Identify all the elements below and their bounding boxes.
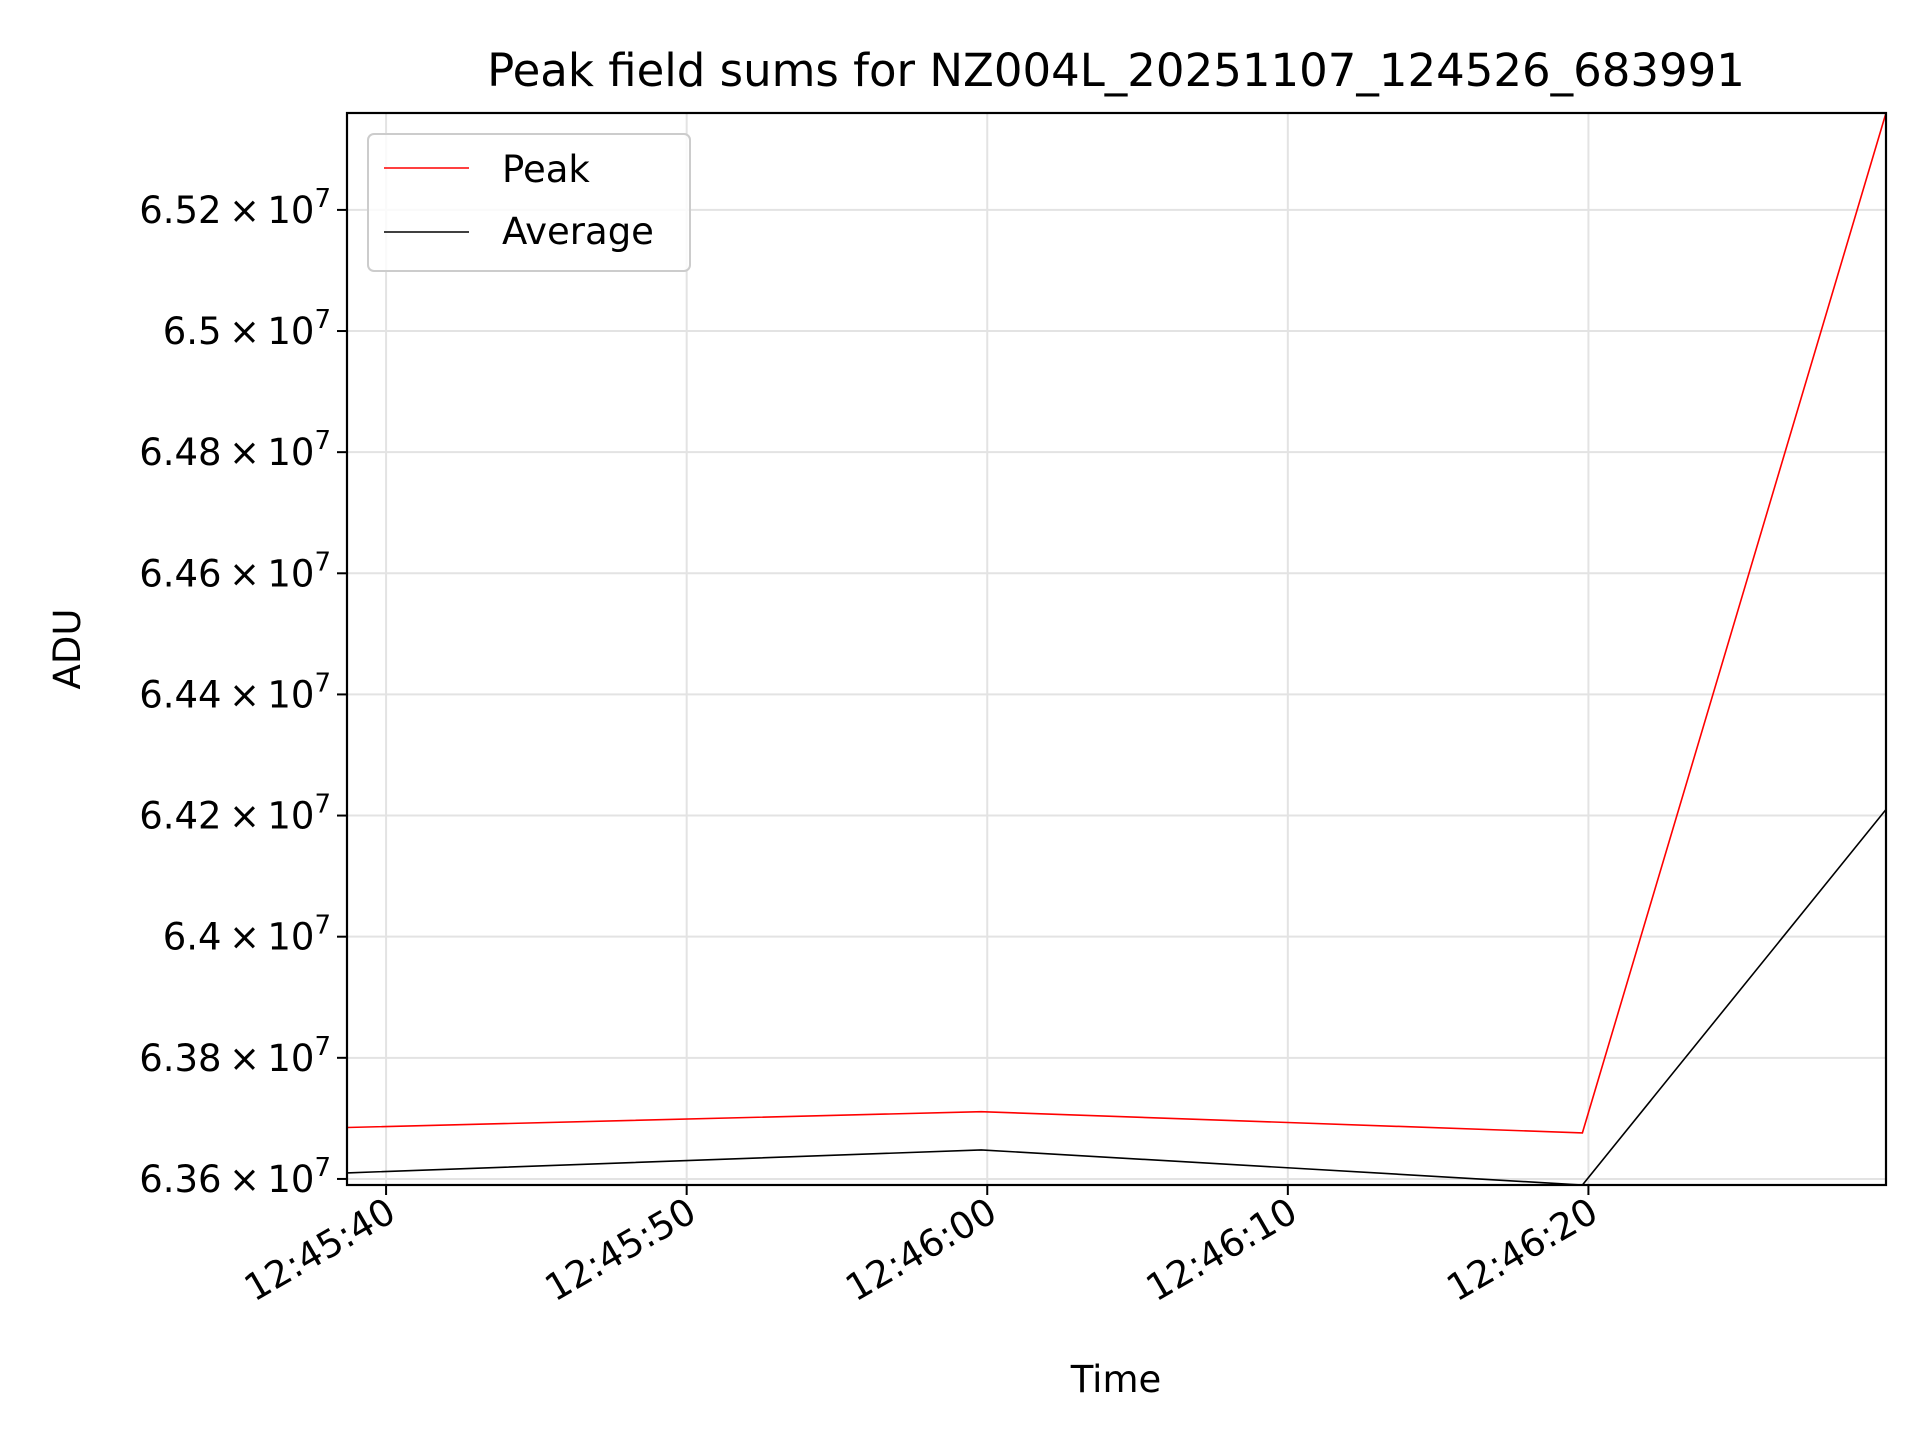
y-axis: 6.36 × 107 6.38 × 107 6.4 × 107 6.42 × 107 6…: [139, 184, 347, 1201]
series-line-peak: [347, 112, 1886, 1134]
y-tick-label: 6.38 × 107: [139, 1032, 331, 1080]
legend: Peak Average: [367, 133, 691, 272]
y-tick-label: 6.5 × 107: [163, 305, 331, 353]
legend-label-peak: Peak: [502, 148, 590, 191]
plot-frame: [345, 111, 1888, 1187]
series-layer: [347, 112, 1886, 1186]
y-tick-label: 6.52 × 107: [139, 184, 331, 232]
x-axis-title: Time: [1070, 1358, 1162, 1401]
y-tick-label: 6.42 × 107: [139, 790, 331, 838]
y-tick-label: 6.48 × 107: [139, 426, 331, 474]
chart-title: Peak field sums for NZ004L_20251107_1245…: [487, 44, 1745, 97]
y-tick-label: 6.44 × 107: [139, 668, 331, 716]
y-tick-label: 6.46 × 107: [139, 547, 331, 595]
grid-lines: [347, 113, 1886, 1185]
y-tick-label: 6.4 × 107: [163, 911, 331, 959]
legend-label-average: Average: [502, 210, 654, 253]
y-axis-title: ADU: [46, 609, 89, 690]
series-line-average: [347, 808, 1886, 1186]
y-tick-label: 6.36 × 107: [139, 1153, 331, 1201]
